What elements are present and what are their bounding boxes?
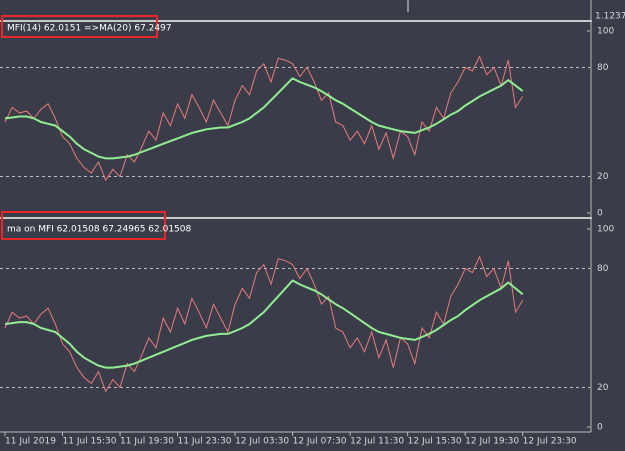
x-tick-label: 12 Jul 23:30 bbox=[523, 437, 577, 447]
series-line bbox=[4, 77, 524, 160]
x-tick-label: 12 Jul 11:30 bbox=[350, 437, 404, 447]
series-line bbox=[4, 255, 524, 393]
y-tick-label: 80 bbox=[597, 63, 609, 73]
x-tick-label: 12 Jul 03:30 bbox=[235, 437, 289, 447]
series-line bbox=[4, 279, 524, 369]
x-tick-label: 11 Jul 23:30 bbox=[178, 437, 232, 447]
x-tick-label: 12 Jul 19:30 bbox=[465, 437, 519, 447]
x-tick-label: 12 Jul 07:30 bbox=[293, 437, 347, 447]
y-tick-label: 20 bbox=[597, 383, 609, 393]
y-tick-label: 80 bbox=[597, 264, 609, 274]
y-tick-label: 100 bbox=[597, 225, 614, 235]
highlight-box bbox=[1, 15, 158, 38]
y-tick-label: 0 bbox=[597, 209, 603, 219]
y-tick-label: 20 bbox=[597, 172, 609, 182]
x-tick-label: 11 Jul 2019 bbox=[5, 437, 56, 447]
pane-title: MFI(14) 62.0151 =>MA(20) 67.2497 bbox=[7, 24, 172, 34]
x-tick-label: 11 Jul 15:30 bbox=[63, 437, 117, 447]
price-label: 1.1237 bbox=[595, 12, 625, 22]
y-tick-label: 100 bbox=[597, 27, 614, 37]
x-tick-label: 12 Jul 15:30 bbox=[408, 437, 462, 447]
x-tick-label: 11 Jul 19:30 bbox=[120, 437, 174, 447]
series-line bbox=[4, 55, 524, 182]
highlight-box bbox=[1, 211, 166, 240]
y-tick-label: 0 bbox=[597, 423, 603, 433]
pane-title: ma on MFI 62.01508 67.24965 62.01508 bbox=[7, 225, 191, 235]
